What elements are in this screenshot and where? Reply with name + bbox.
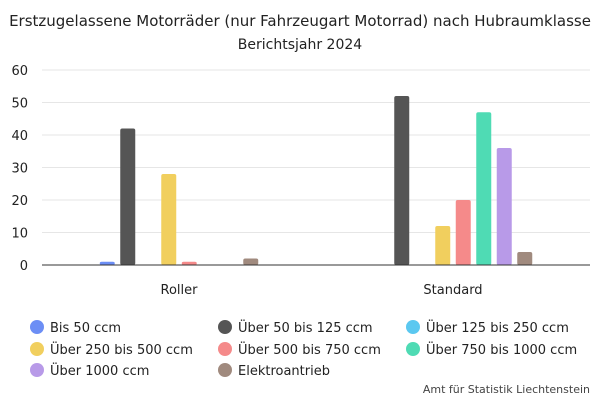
legend-label: Bis 50 ccm: [50, 321, 121, 336]
bar: [181, 261, 197, 265]
legend-marker: [218, 320, 232, 334]
legend-marker: [218, 342, 232, 356]
legend-marker: [406, 342, 420, 356]
y-tick-label: 60: [11, 64, 28, 79]
y-tick-label: 40: [11, 129, 28, 144]
bar: [517, 252, 533, 265]
legend-label: Über 1000 ccm: [50, 362, 149, 379]
y-tick-label: 10: [11, 227, 28, 242]
bar: [243, 258, 259, 265]
y-tick-label: 0: [20, 259, 28, 274]
y-tick-label: 30: [11, 162, 28, 177]
legend-label: Über 125 bis 250 ccm: [426, 319, 569, 336]
legend-marker: [30, 363, 44, 377]
legend-label: Elektroantrieb: [238, 364, 330, 379]
bar: [496, 148, 512, 265]
bar: [435, 226, 451, 265]
legend-label: Über 50 bis 125 ccm: [238, 319, 373, 336]
x-axis-categories: Roller Standard: [161, 283, 483, 298]
legend-label: Über 250 bis 500 ccm: [50, 341, 193, 358]
bar: [394, 96, 410, 265]
source-label: Amt für Statistik Liechtenstein: [423, 383, 590, 396]
bar: [120, 128, 136, 265]
x-category-label: Roller: [161, 283, 199, 298]
y-tick-label: 20: [11, 194, 28, 209]
legend-marker: [218, 363, 232, 377]
x-category-label: Standard: [423, 283, 482, 298]
bar: [455, 200, 471, 265]
legend-marker: [30, 342, 44, 356]
legend: Bis 50 ccm Über 50 bis 125 ccm Über 125 bi…: [30, 319, 577, 379]
y-tick-label: 50: [11, 97, 28, 112]
chart-title: Erstzugelassene Motorräder (nur Fahrzeug…: [9, 12, 591, 30]
bar: [161, 174, 177, 265]
legend-label: Über 750 bis 1000 ccm: [426, 341, 577, 358]
y-axis-ticks: 0 10 20 30 40 50 60: [11, 64, 28, 274]
chart-subtitle: Berichtsjahr 2024: [238, 37, 362, 53]
bar: [99, 261, 115, 265]
legend-marker: [30, 320, 44, 334]
legend-label: Über 500 bis 750 ccm: [238, 341, 381, 358]
legend-marker: [406, 320, 420, 334]
bar: [476, 112, 492, 265]
bars: [99, 96, 533, 265]
